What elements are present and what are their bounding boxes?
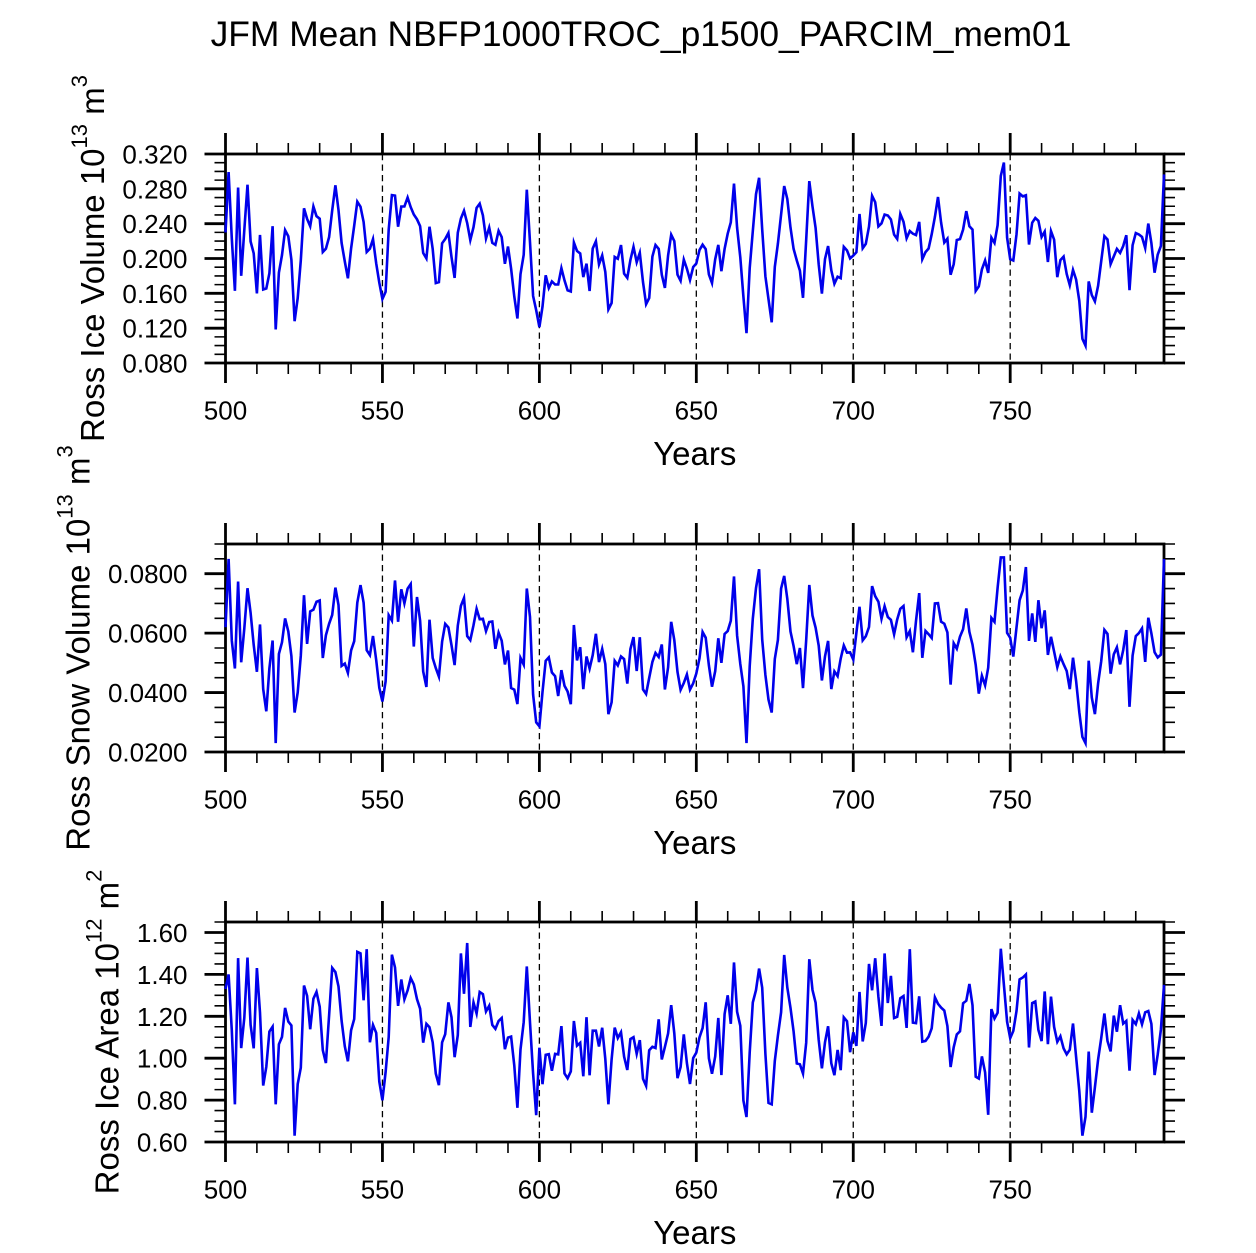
svg-text:0.200: 0.200: [122, 244, 187, 274]
svg-text:650: 650: [675, 396, 718, 426]
svg-text:Years: Years: [653, 824, 736, 861]
svg-text:0.320: 0.320: [122, 140, 187, 170]
svg-text:JFM Mean NBFP1000TROC_p1500_PA: JFM Mean NBFP1000TROC_p1500_PARCIM_mem01: [211, 14, 1072, 54]
svg-text:0.080: 0.080: [122, 349, 187, 379]
svg-text:Ross Snow Volume 1013 m3: Ross Snow Volume 1013 m3: [53, 445, 97, 850]
svg-text:0.0800: 0.0800: [108, 559, 188, 589]
svg-text:650: 650: [675, 785, 718, 815]
svg-text:0.160: 0.160: [122, 279, 187, 309]
svg-text:1.40: 1.40: [137, 960, 188, 990]
svg-text:600: 600: [518, 785, 561, 815]
svg-text:700: 700: [832, 785, 875, 815]
svg-text:0.60: 0.60: [137, 1128, 188, 1158]
svg-text:1.60: 1.60: [137, 918, 188, 948]
svg-text:Years: Years: [653, 1214, 736, 1251]
svg-text:650: 650: [675, 1175, 718, 1205]
svg-text:600: 600: [518, 1175, 561, 1205]
svg-text:0.0200: 0.0200: [108, 738, 188, 768]
svg-text:700: 700: [832, 1175, 875, 1205]
svg-text:0.280: 0.280: [122, 174, 187, 204]
svg-text:550: 550: [361, 785, 404, 815]
svg-text:Ross Ice Area 1012 m2: Ross Ice Area 1012 m2: [81, 870, 125, 1195]
svg-text:700: 700: [832, 396, 875, 426]
svg-text:500: 500: [204, 396, 247, 426]
svg-text:750: 750: [989, 396, 1032, 426]
svg-text:500: 500: [204, 785, 247, 815]
svg-text:1.20: 1.20: [137, 1002, 188, 1032]
svg-text:600: 600: [518, 396, 561, 426]
svg-text:750: 750: [989, 1175, 1032, 1205]
svg-text:550: 550: [361, 1175, 404, 1205]
svg-text:0.0400: 0.0400: [108, 678, 188, 708]
svg-text:Years: Years: [653, 435, 736, 472]
svg-text:0.240: 0.240: [122, 209, 187, 239]
svg-text:0.120: 0.120: [122, 314, 187, 344]
svg-text:550: 550: [361, 396, 404, 426]
svg-text:1.00: 1.00: [137, 1044, 188, 1074]
svg-text:750: 750: [989, 785, 1032, 815]
svg-text:0.80: 0.80: [137, 1086, 188, 1116]
svg-text:0.0600: 0.0600: [108, 619, 188, 649]
svg-text:500: 500: [204, 1175, 247, 1205]
